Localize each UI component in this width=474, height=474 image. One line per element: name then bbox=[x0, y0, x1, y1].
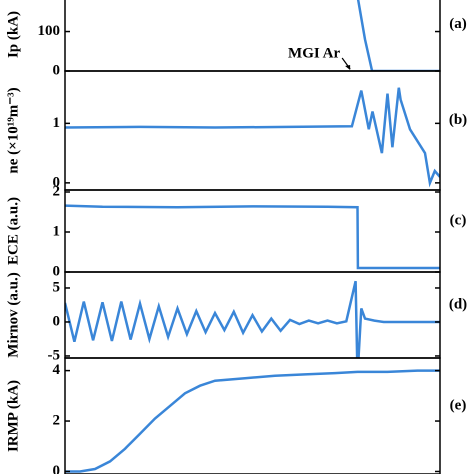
annotation: MGI Ar bbox=[288, 45, 340, 61]
panel-label: (e) bbox=[450, 397, 467, 413]
data-line bbox=[65, 204, 440, 270]
y-tick-label: -5 bbox=[48, 347, 61, 363]
y-tick-label: 1 bbox=[53, 223, 61, 239]
y-tick-label: 5 bbox=[53, 279, 61, 295]
data-line bbox=[65, 369, 440, 473]
arrow-head bbox=[345, 65, 351, 70]
y-axis-label: ne (×10¹⁹m⁻³) bbox=[5, 87, 21, 173]
y-tick-label: 2 bbox=[53, 183, 61, 199]
panel-frame bbox=[64, 0, 441, 72]
y-tick-label: 100 bbox=[38, 23, 61, 39]
panel-label: (c) bbox=[450, 212, 467, 228]
y-axis-label: Ip (kA) bbox=[5, 11, 21, 58]
y-tick-label: 1 bbox=[53, 115, 61, 131]
y-tick-label: 4 bbox=[53, 362, 61, 378]
data-line bbox=[356, 0, 440, 71]
panel-frame bbox=[64, 357, 441, 474]
panel-label: (d) bbox=[449, 296, 467, 312]
y-tick-label: 0 bbox=[53, 463, 61, 474]
y-tick-label: 0 bbox=[53, 263, 61, 279]
y-axis-label: IRMP (kA) bbox=[5, 380, 21, 452]
data-line bbox=[65, 87, 440, 188]
data-line bbox=[65, 280, 440, 358]
y-tick-label: 0 bbox=[53, 62, 61, 78]
y-axis-label: ECE (a.u.) bbox=[5, 197, 21, 265]
panel-label: (a) bbox=[449, 16, 467, 32]
panel-frame bbox=[64, 189, 441, 273]
y-axis-label: Mirnov (a.u.) bbox=[5, 272, 21, 357]
y-tick-label: 0 bbox=[53, 174, 61, 190]
panel-label: (b) bbox=[449, 112, 467, 128]
y-tick-label: 2 bbox=[53, 412, 61, 428]
y-tick-label: 0 bbox=[53, 313, 61, 329]
